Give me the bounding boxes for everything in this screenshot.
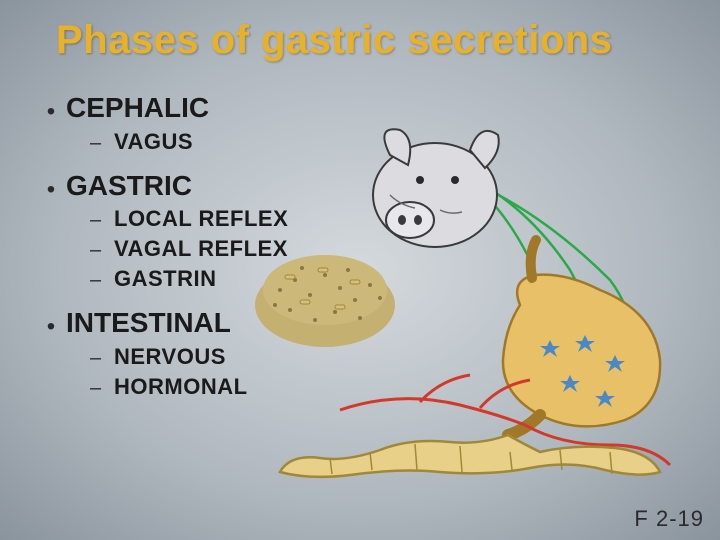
page-title: Phases of gastric secretions [0, 0, 720, 63]
bullet-label: INTESTINAL [66, 306, 231, 340]
bullet-label: GASTRIC [66, 169, 192, 203]
bullet-dot-icon: • [36, 315, 66, 339]
sub-item: – LOCAL REFLEX [90, 206, 720, 232]
sub-label: HORMONAL [114, 374, 248, 400]
bullet-item: • GASTRIC [36, 169, 720, 203]
dash-icon: – [90, 239, 114, 262]
sub-label: VAGUS [114, 129, 193, 155]
sub-label: GASTRIN [114, 266, 217, 292]
slide-number: F 2-19 [634, 506, 704, 532]
section-cephalic: • CEPHALIC – VAGUS [36, 91, 720, 155]
sub-label: VAGAL REFLEX [114, 236, 288, 262]
sub-item: – VAGUS [90, 129, 720, 155]
sub-label: LOCAL REFLEX [114, 206, 288, 232]
sub-item: – VAGAL REFLEX [90, 236, 720, 262]
dash-icon: – [90, 132, 114, 155]
sub-label: NERVOUS [114, 344, 226, 370]
bullet-list: • CEPHALIC – VAGUS • GASTRIC – LOCAL REF… [0, 63, 720, 400]
sub-item: – HORMONAL [90, 374, 720, 400]
section-intestinal: • INTESTINAL – NERVOUS – HORMONAL [36, 306, 720, 400]
dash-icon: – [90, 347, 114, 370]
dash-icon: – [90, 269, 114, 292]
sub-item: – GASTRIN [90, 266, 720, 292]
bullet-label: CEPHALIC [66, 91, 209, 125]
section-gastric: • GASTRIC – LOCAL REFLEX – VAGAL REFLEX … [36, 169, 720, 293]
sub-item: – NERVOUS [90, 344, 720, 370]
dash-icon: – [90, 209, 114, 232]
dash-icon: – [90, 377, 114, 400]
bullet-dot-icon: • [36, 178, 66, 202]
intestine-icon [280, 435, 660, 477]
bullet-item: • INTESTINAL [36, 306, 720, 340]
bullet-item: • CEPHALIC [36, 91, 720, 125]
bullet-dot-icon: • [36, 100, 66, 124]
